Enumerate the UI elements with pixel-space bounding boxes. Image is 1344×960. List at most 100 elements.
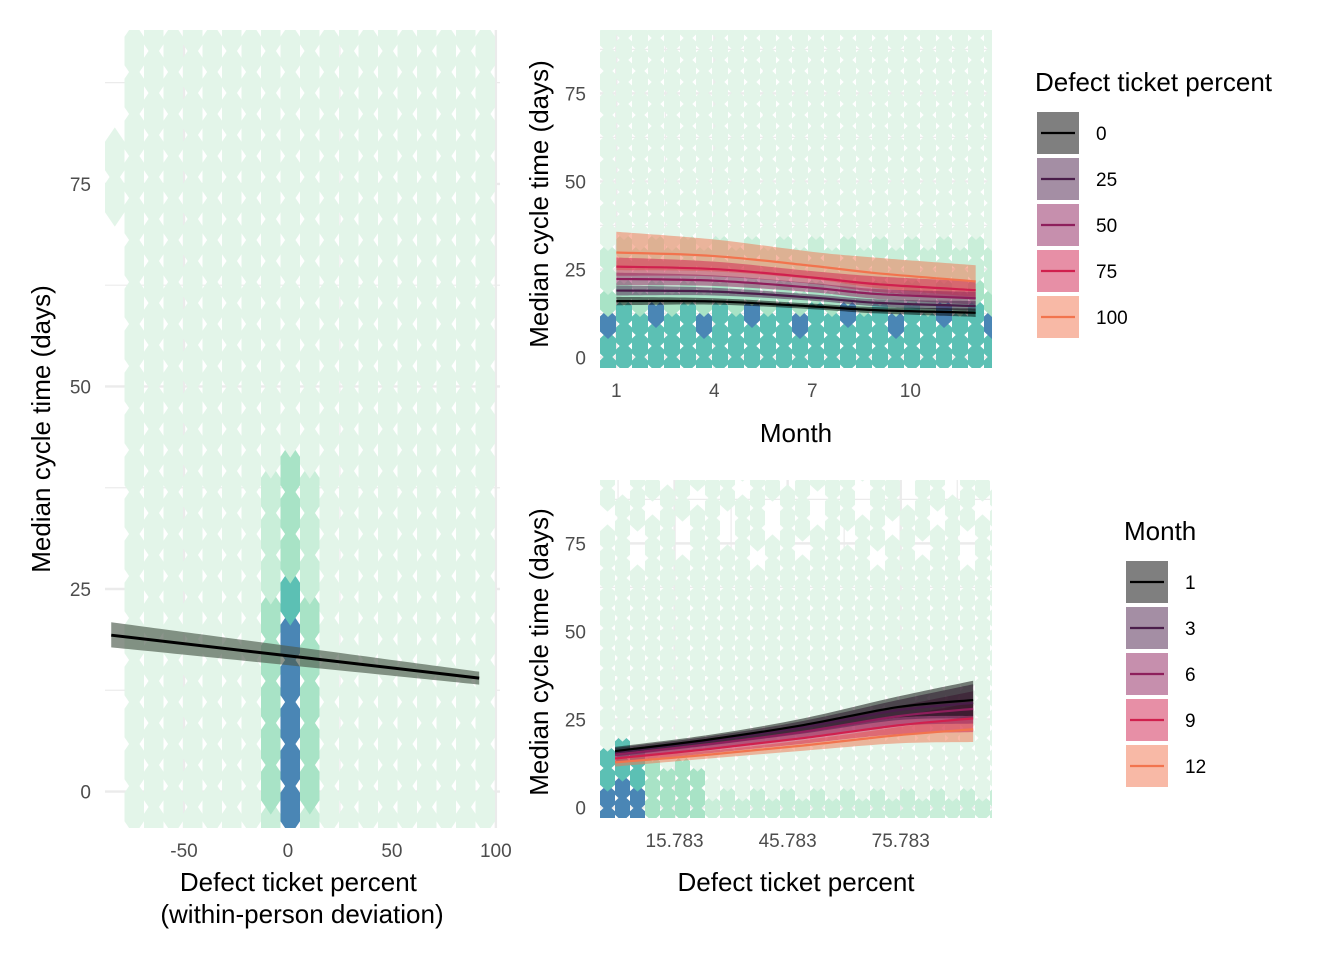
top-right-hexbin — [920, 30, 936, 53]
left-hexbin — [475, 400, 495, 458]
bottom-right-hexbin — [750, 564, 765, 592]
top-right-line-0 — [616, 299, 976, 314]
bottom-right-hexbin — [870, 584, 885, 612]
bottom-right-hexbin — [630, 564, 645, 592]
top-right-hexbin — [952, 45, 968, 75]
bottom-right-hexbin — [885, 494, 900, 522]
top-right-hexbin — [888, 331, 904, 361]
top-right-hexbin — [712, 188, 728, 218]
left-hexbin — [163, 64, 183, 122]
left-hexbin — [300, 169, 320, 227]
bottom-right-hexbin — [750, 624, 765, 652]
bottom-right-hexbin — [795, 614, 810, 642]
bottom-right-hexbin — [990, 529, 992, 547]
top-right-hexbin — [824, 67, 840, 97]
bottom-right-hexbin — [720, 704, 735, 732]
top-right-hexbin — [792, 309, 808, 339]
top-right-hexbin — [696, 177, 712, 207]
bottom-right-hexbin — [720, 484, 735, 512]
top-right-hexbin — [600, 67, 616, 97]
bottom-right-hexbin — [705, 694, 720, 722]
top-right-hexbin — [648, 144, 664, 174]
left-y-axis-title: Median cycle time (days) — [26, 285, 56, 573]
bottom-right-hexbin — [705, 534, 720, 562]
bottom-right-hexbin — [705, 614, 720, 642]
bottom-right-hexbin — [960, 564, 975, 592]
top-right-hexbin — [680, 342, 696, 368]
bottom-right-hexbin — [870, 644, 885, 672]
top-right-hexbin — [648, 122, 664, 152]
left-hexbin — [241, 232, 261, 290]
left-hexbin — [436, 442, 456, 500]
bottom-right-hexbin — [930, 584, 945, 612]
left-hexbin — [358, 232, 378, 290]
panel-left: -50 0 50 100 0 25 50 75 Median cycle time (day… — [26, 30, 512, 929]
top-right-hexbin — [728, 30, 744, 53]
bottom-right-hexbin — [630, 684, 645, 712]
bottom-right-hexbins — [600, 480, 992, 818]
bottom-right-line-1 — [614, 698, 974, 753]
bottom-right-hexbin — [765, 534, 780, 562]
left-hexbin — [280, 652, 300, 710]
bottom-right-hexbin — [600, 524, 615, 552]
bottom-right-hexbin — [660, 484, 675, 512]
top-right-hexbin — [664, 177, 680, 207]
left-hexbin — [261, 337, 281, 395]
bottom-right-hexbin — [885, 614, 900, 642]
bottom-right-hexbin — [705, 574, 720, 602]
bottom-right-hexbin — [615, 594, 630, 622]
bottom-right-hexbin — [765, 634, 780, 662]
bottom-right-hexbin — [630, 704, 645, 732]
left-hexbin — [456, 379, 476, 437]
top-right-hexbin — [728, 199, 744, 229]
top-right-hexbin — [712, 210, 728, 240]
bottom-right-hexbin — [855, 754, 870, 782]
bottom-right-hexbin — [930, 784, 945, 812]
left-hexbin — [456, 253, 476, 311]
legend-defect-entry-25: 25 — [1037, 158, 1117, 200]
left-x-axis-title: Defect ticket percent (within-person dev… — [160, 867, 443, 929]
left-hexbin — [358, 148, 378, 206]
top-right-hexbin — [872, 34, 888, 64]
left-x-tick-label: -50 — [170, 841, 197, 862]
top-right-hexbin — [600, 155, 616, 185]
bottom-right-hexbin — [990, 689, 992, 707]
top-right-hexbin — [616, 56, 632, 86]
bottom-right-hexbin — [885, 554, 900, 582]
bottom-right-hexbin — [975, 534, 990, 562]
bottom-right-hexbin — [840, 544, 855, 572]
bottom-right-hexbin — [600, 544, 615, 572]
top-right-hexbin — [840, 144, 856, 174]
left-hexbin — [261, 463, 281, 521]
bottom-right-hexbin — [855, 654, 870, 682]
top-right-hexbin — [984, 221, 992, 251]
top-right-hexbin — [728, 89, 744, 119]
top-right-hexbin — [776, 166, 792, 196]
top-right-hexbin — [968, 122, 984, 152]
bottom-right-hexbin — [825, 754, 840, 782]
bottom-right-hexbin — [660, 624, 675, 652]
top-right-hexbin — [904, 188, 920, 218]
bottom-right-hexbin — [990, 629, 992, 647]
bottom-right-hexbin — [600, 584, 615, 612]
top-right-hexbin — [648, 320, 664, 350]
bottom-right-hexbin — [675, 594, 690, 622]
top-right-hexbin — [840, 232, 856, 262]
top-right-hexbin — [632, 199, 648, 229]
top-right-hexbin — [824, 331, 840, 361]
left-hexbin — [319, 106, 339, 164]
bottom-right-hexbin — [960, 604, 975, 632]
bottom-right-hexbin — [960, 504, 975, 532]
top-right-hexbins — [600, 30, 992, 368]
bottom-right-hexbin — [675, 754, 690, 782]
bottom-right-hexbin — [630, 784, 645, 812]
top-right-hexbin — [856, 67, 872, 97]
top-right-hexbin — [776, 342, 792, 368]
top-right-hexbin — [600, 243, 616, 273]
left-hexbin — [456, 421, 476, 479]
bottom-right-hexbin — [735, 494, 750, 522]
top-right-hexbin — [696, 331, 712, 361]
top-right-hexbin — [696, 67, 712, 97]
bottom-right-hexbin — [720, 684, 735, 712]
bottom-right-hexbin — [870, 480, 885, 492]
